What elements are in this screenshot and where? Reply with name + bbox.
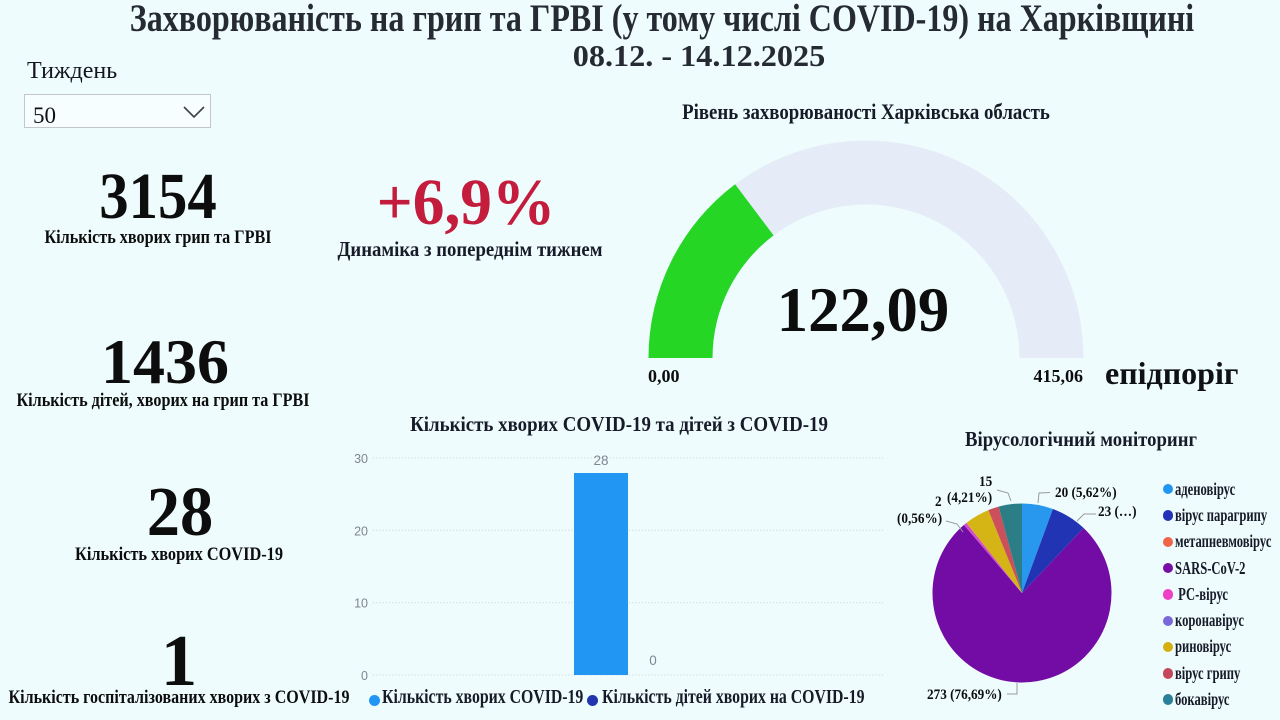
svg-text:0: 0 bbox=[361, 669, 368, 683]
svg-text:0: 0 bbox=[649, 653, 657, 668]
svg-text:20: 20 bbox=[354, 524, 368, 538]
svg-text:10: 10 bbox=[354, 597, 368, 611]
svg-text:30: 30 bbox=[354, 452, 368, 466]
svg-text:28: 28 bbox=[593, 453, 608, 468]
